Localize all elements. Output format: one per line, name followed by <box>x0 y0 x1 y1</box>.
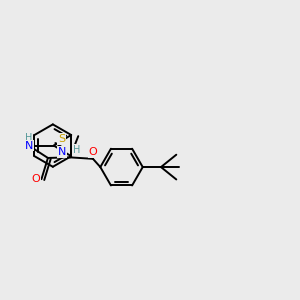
Text: N: N <box>57 147 66 157</box>
Text: S: S <box>58 134 65 144</box>
Text: O: O <box>88 147 97 158</box>
Text: H: H <box>25 133 32 143</box>
Text: O: O <box>31 174 40 184</box>
Text: N: N <box>25 141 33 151</box>
Text: H: H <box>73 145 80 155</box>
